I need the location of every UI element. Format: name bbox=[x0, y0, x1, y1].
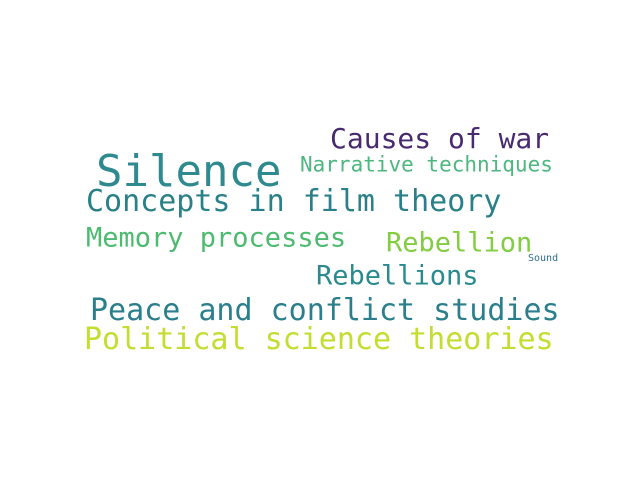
word-political-science-theories: Political science theories bbox=[84, 322, 554, 357]
word-peace-and-conflict-studies: Peace and conflict studies bbox=[90, 293, 560, 328]
word-sound: Sound bbox=[528, 253, 559, 264]
word-narrative-techniques: Narrative techniques bbox=[300, 152, 553, 177]
word-concepts-in-film-theory: Concepts in film theory bbox=[86, 184, 502, 219]
word-silence: Silence bbox=[96, 146, 282, 197]
word-memory-processes: Memory processes bbox=[86, 222, 347, 254]
word-rebellion: Rebellion bbox=[386, 227, 533, 259]
word-rebellions: Rebellions bbox=[316, 260, 479, 292]
word-causes-of-war: Causes of war bbox=[330, 122, 550, 155]
